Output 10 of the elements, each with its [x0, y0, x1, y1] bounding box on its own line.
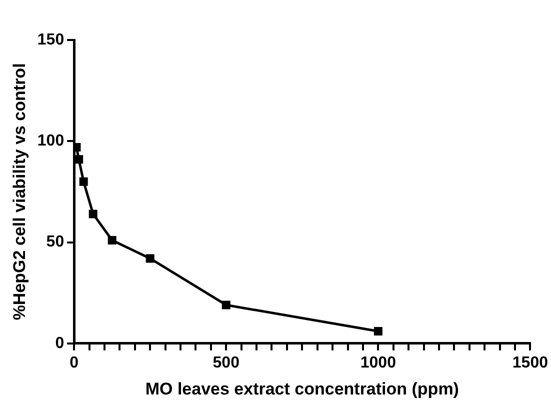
y-tick-label: 50 — [46, 234, 64, 251]
y-axis-title: %HepG2 cell viability vs control — [10, 63, 29, 320]
x-tick-label: 0 — [70, 354, 79, 372]
x-axis-title: MO leaves extract concentration (ppm) — [145, 379, 459, 398]
y-tick-label: 0 — [55, 334, 64, 352]
y-tick-label: 100 — [37, 132, 64, 150]
x-tick-label: 500 — [212, 354, 240, 372]
x-tick-label: 1000 — [360, 354, 396, 372]
x-tick-label: 1500 — [512, 354, 548, 372]
y-tick-label: 150 — [37, 31, 64, 48]
